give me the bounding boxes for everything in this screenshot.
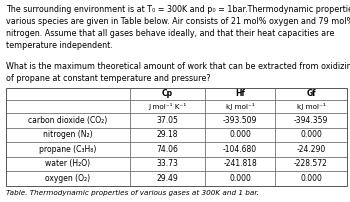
Text: water (H₂O): water (H₂O): [46, 159, 91, 168]
Text: The surrounding environment is at T₀ = 300K and p₀ = 1bar.Thermodynamic properti: The surrounding environment is at T₀ = 3…: [6, 5, 350, 50]
Text: propane (C₃H₈): propane (C₃H₈): [39, 145, 97, 154]
Text: 29.49: 29.49: [157, 174, 178, 183]
Text: 0.000: 0.000: [229, 174, 251, 183]
Text: Gf: Gf: [306, 89, 316, 99]
Text: 0.000: 0.000: [300, 130, 322, 139]
Text: -104.680: -104.680: [223, 145, 257, 154]
Text: 33.73: 33.73: [156, 159, 179, 168]
Text: J mol⁻¹ K⁻¹: J mol⁻¹ K⁻¹: [148, 103, 187, 110]
Text: 74.06: 74.06: [156, 145, 179, 154]
Text: -393.509: -393.509: [223, 116, 257, 125]
Text: Table. Thermodynamic properties of various gases at 300K and 1 bar.: Table. Thermodynamic properties of vario…: [6, 189, 259, 196]
Text: 29.18: 29.18: [157, 130, 178, 139]
Bar: [6, 88, 347, 185]
Text: What is the maximum theoretical amount of work that can be extracted from oxidiz: What is the maximum theoretical amount o…: [6, 62, 350, 83]
Text: 0.000: 0.000: [300, 174, 322, 183]
Text: Hf: Hf: [235, 89, 245, 99]
Text: -24.290: -24.290: [296, 145, 326, 154]
Text: -241.818: -241.818: [223, 159, 257, 168]
Text: kJ mol⁻¹: kJ mol⁻¹: [297, 103, 326, 110]
Text: carbon dioxide (CO₂): carbon dioxide (CO₂): [28, 116, 108, 125]
Text: oxygen (O₂): oxygen (O₂): [46, 174, 91, 183]
Text: Cp: Cp: [162, 89, 173, 99]
Text: -228.572: -228.572: [294, 159, 328, 168]
Text: -394.359: -394.359: [294, 116, 328, 125]
Text: nitrogen (N₂): nitrogen (N₂): [43, 130, 93, 139]
Text: 37.05: 37.05: [156, 116, 179, 125]
Text: 0.000: 0.000: [229, 130, 251, 139]
Text: kJ mol⁻¹: kJ mol⁻¹: [226, 103, 254, 110]
